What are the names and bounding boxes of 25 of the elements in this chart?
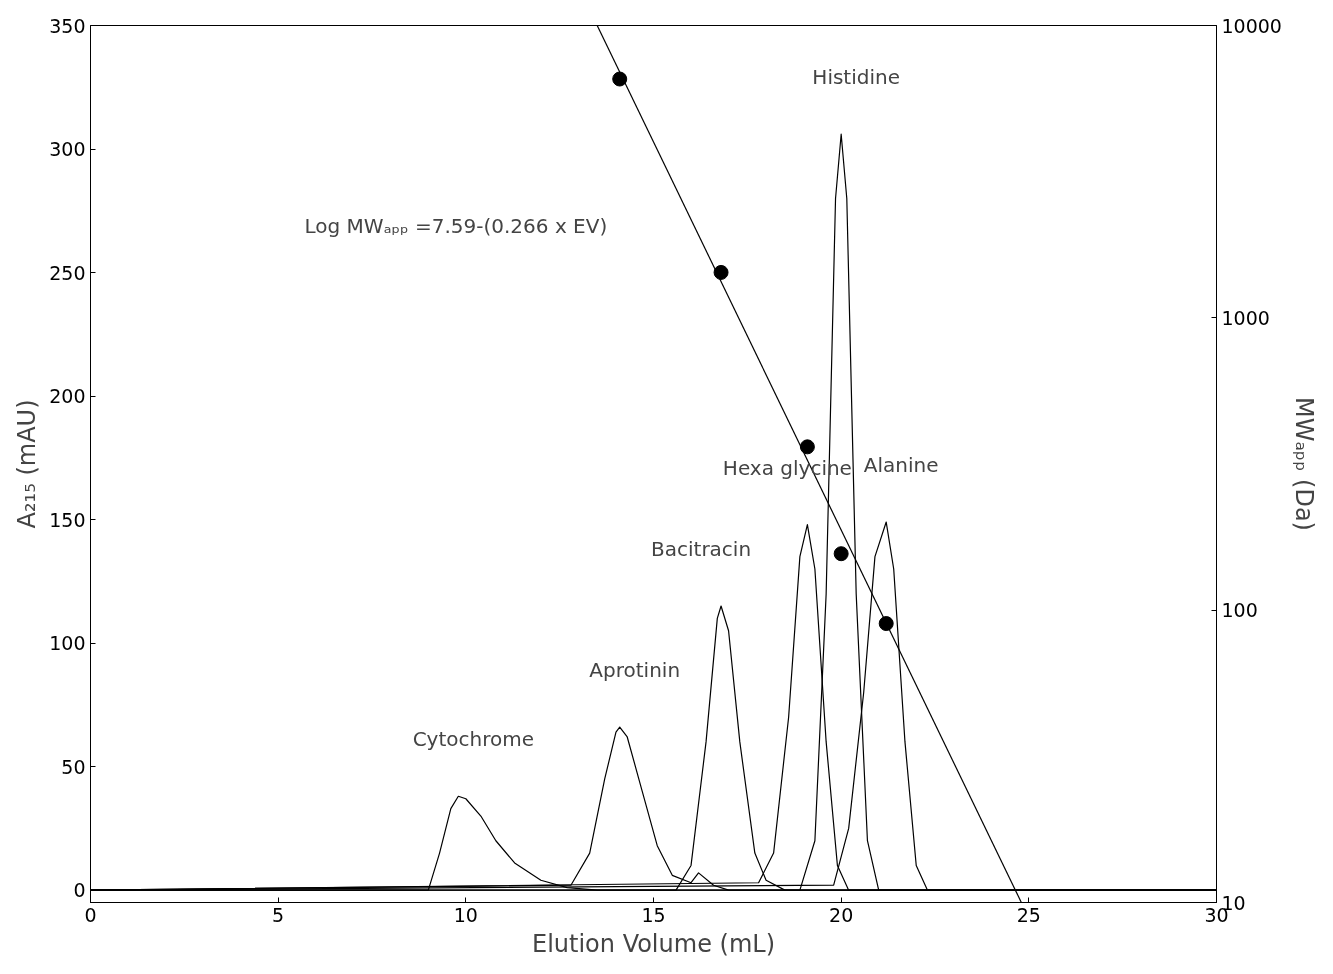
x-tick-label: 10 [453, 903, 478, 926]
y-tick-label: 100 [49, 632, 86, 655]
y-tick-label: 200 [49, 385, 86, 408]
annotation: Cytochrome [412, 727, 535, 752]
y2-tick-label: 100 [1221, 599, 1258, 622]
x-tick-label: 25 [1016, 903, 1041, 926]
x-tick-label: 5 [272, 903, 285, 926]
annotation: Alanine [863, 453, 939, 478]
y-tick-label: 0 [73, 879, 86, 902]
annotation: Bacitracin [651, 537, 752, 562]
y-tick-label: 50 [61, 755, 86, 778]
annotation: Log MWₐₚₚ =7.59-(0.266 x EV) [304, 213, 608, 238]
y-axis-title: A₂₁₅ (mAU) [13, 399, 42, 529]
x-axis-title: Elution Volume (mL) [531, 929, 776, 958]
annotation: Aprotinin [589, 658, 681, 683]
y2-tick-label: 1000 [1221, 306, 1270, 329]
y-tick-label: 300 [49, 138, 86, 161]
y-tick-label: 250 [49, 261, 86, 284]
y2-axis-title: MWₐₚₚ (Da) [1289, 397, 1318, 531]
y-tick-label: 150 [49, 508, 86, 531]
y-tick-label: 350 [49, 14, 86, 37]
annotation: Histidine [812, 65, 900, 90]
x-tick-label: 15 [641, 903, 666, 926]
y2-tick-label: 10000 [1221, 14, 1282, 37]
x-tick-label: 20 [829, 903, 854, 926]
